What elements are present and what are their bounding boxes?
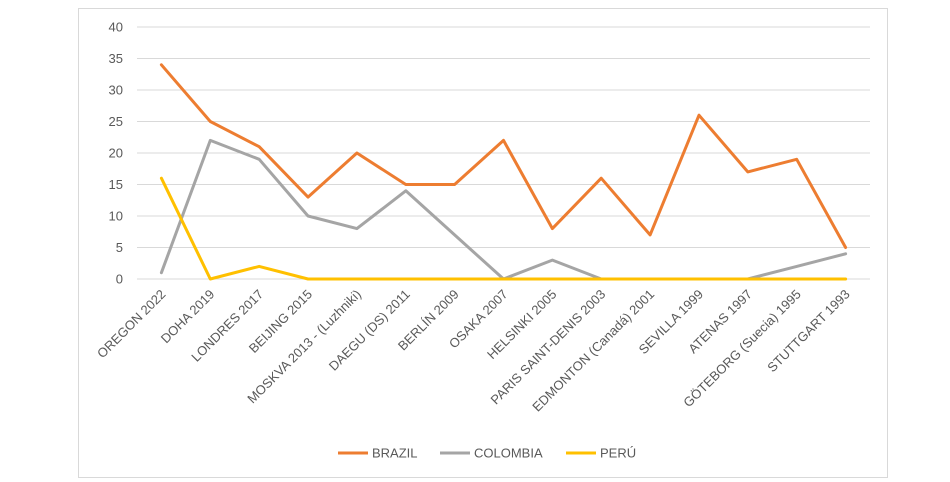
data-point — [453, 233, 456, 237]
data-point — [160, 271, 163, 274]
y-tick-label: 20 — [109, 146, 123, 161]
data-point — [404, 183, 407, 186]
data-point — [257, 265, 261, 268]
data-point — [795, 277, 798, 281]
y-tick-label: 30 — [109, 83, 123, 98]
data-point — [160, 177, 163, 180]
x-tick-label: DAEGU (DS) 2011 — [326, 287, 413, 374]
x-tick-label: STUTTGART 1993 — [764, 287, 852, 375]
data-point — [844, 252, 847, 255]
y-axis: 0 5 10 15 20 25 30 35 40 — [109, 20, 123, 287]
data-point — [355, 277, 359, 281]
data-point — [746, 277, 750, 281]
data-point — [551, 227, 554, 230]
data-point — [648, 277, 652, 281]
series-line-perú — [159, 176, 848, 281]
data-point — [697, 114, 701, 117]
data-point — [404, 189, 407, 192]
data-point — [648, 233, 652, 237]
data-point — [306, 277, 310, 281]
data-point — [551, 258, 554, 262]
data-point — [795, 265, 798, 268]
data-point — [306, 195, 310, 199]
legend-label: COLOMBIA — [474, 446, 543, 461]
data-point — [502, 139, 505, 142]
data-point — [600, 177, 603, 180]
data-point — [209, 139, 212, 142]
data-point — [551, 277, 554, 281]
x-tick-label: OREGON 2022 — [94, 287, 168, 361]
y-tick-label: 5 — [116, 240, 123, 255]
data-point — [453, 183, 456, 186]
data-point — [600, 277, 603, 281]
data-point — [795, 158, 798, 161]
data-point — [257, 145, 261, 148]
data-point — [355, 227, 359, 230]
data-point — [697, 277, 701, 281]
y-tick-label: 40 — [109, 20, 123, 35]
data-point — [746, 170, 750, 174]
data-point — [355, 151, 359, 155]
data-point — [404, 277, 407, 281]
y-tick-label: 15 — [109, 177, 123, 192]
series-line-brazil — [159, 63, 848, 249]
data-point — [209, 277, 212, 281]
legend-label: BRAZIL — [372, 446, 418, 461]
data-point — [844, 277, 847, 281]
data-point — [453, 277, 456, 281]
data-point — [844, 246, 847, 249]
y-tick-label: 0 — [116, 272, 123, 287]
y-tick-label: 25 — [109, 114, 123, 129]
data-point — [257, 158, 261, 161]
legend-label: PERÚ — [600, 446, 636, 461]
data-point — [306, 214, 310, 218]
legend: BRAZIL COLOMBIA PERÚ — [338, 446, 636, 461]
series-lines — [159, 63, 848, 281]
y-tick-label: 10 — [109, 209, 123, 224]
series-line-colombia — [159, 138, 848, 281]
chart-frame — [78, 8, 888, 478]
y-tick-label: 35 — [109, 51, 123, 66]
data-point — [502, 277, 505, 281]
data-point — [160, 63, 163, 66]
data-point — [209, 120, 212, 123]
